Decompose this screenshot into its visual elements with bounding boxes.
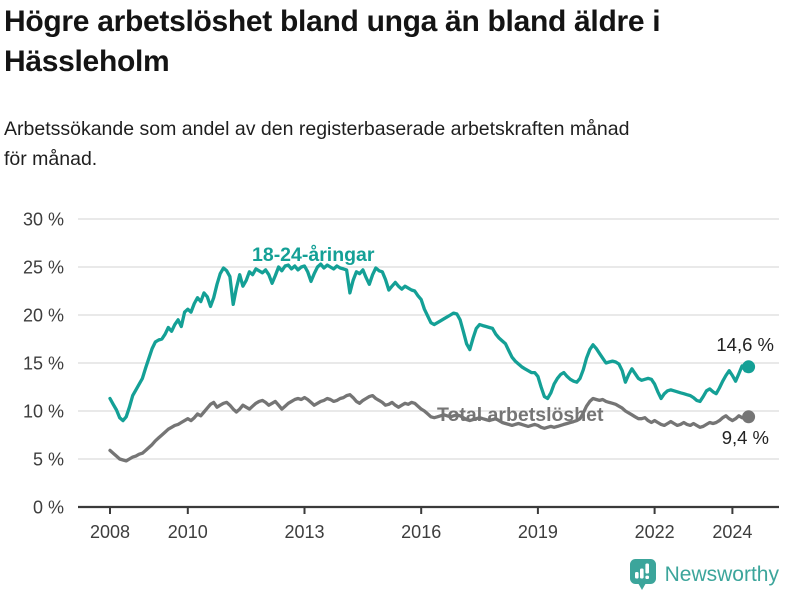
chart-subtitle: Arbetssökande som andel av den registerb…	[4, 114, 796, 174]
y-tick-label: 30 %	[23, 210, 64, 230]
x-tick-label: 2010	[168, 522, 208, 542]
chart-subtitle-line2: för månad.	[4, 148, 98, 170]
x-tick-label: 2024	[712, 522, 752, 542]
x-axis-group: 2008 2010 2013 2016 2019 2022 2024	[78, 505, 779, 542]
chart-title-line1: Högre arbetslöshet bland unga än bland ä…	[4, 5, 661, 38]
brand-name: Newsworthy	[664, 563, 779, 586]
series-label-youth: 18-24-åringar	[252, 243, 375, 266]
x-tick-label: 2008	[90, 522, 130, 542]
end-value-label-youth: 14,6 %	[716, 334, 774, 355]
gridlines-group: 0 % 5 % 10 % 15 % 20 % 25 % 30 %	[23, 210, 779, 518]
x-tick-label: 2022	[635, 522, 675, 542]
x-tick-label: 2019	[518, 522, 558, 542]
series-end-dot	[742, 360, 756, 374]
x-tick-label: 2013	[284, 522, 324, 542]
chart-title: Högre arbetslöshet bland unga än bland ä…	[4, 2, 796, 82]
logo-exclamation-dot	[645, 575, 649, 579]
series-end-dot	[742, 410, 756, 424]
logo-bar-medium	[639, 568, 644, 579]
annotations-group: 18-24-åringar Total arbetslöshet 14,6 % …	[252, 243, 774, 448]
y-tick-label: 15 %	[23, 354, 64, 374]
logo-exclamation-stem	[645, 563, 649, 574]
end-value-label-total: 9,4 %	[722, 427, 769, 448]
series-label-total: Total arbetslöshet	[437, 404, 604, 426]
brand-lockup: Newsworthy	[629, 558, 779, 592]
y-tick-label: 25 %	[23, 258, 64, 278]
newsworthy-logo-icon	[629, 559, 656, 590]
y-tick-label: 5 %	[33, 450, 64, 470]
y-tick-label: 0 %	[33, 498, 64, 518]
y-tick-label: 10 %	[23, 402, 64, 422]
logo-bar-small	[634, 572, 639, 579]
series-line	[108, 262, 751, 423]
y-tick-label: 20 %	[23, 306, 64, 326]
x-tick-label: 2016	[401, 522, 441, 542]
chart-subtitle-line1: Arbetssökande som andel av den registerb…	[4, 118, 630, 140]
series-line	[108, 393, 751, 463]
series-group	[108, 262, 756, 463]
chart-title-line2: Hässleholm	[4, 45, 170, 78]
